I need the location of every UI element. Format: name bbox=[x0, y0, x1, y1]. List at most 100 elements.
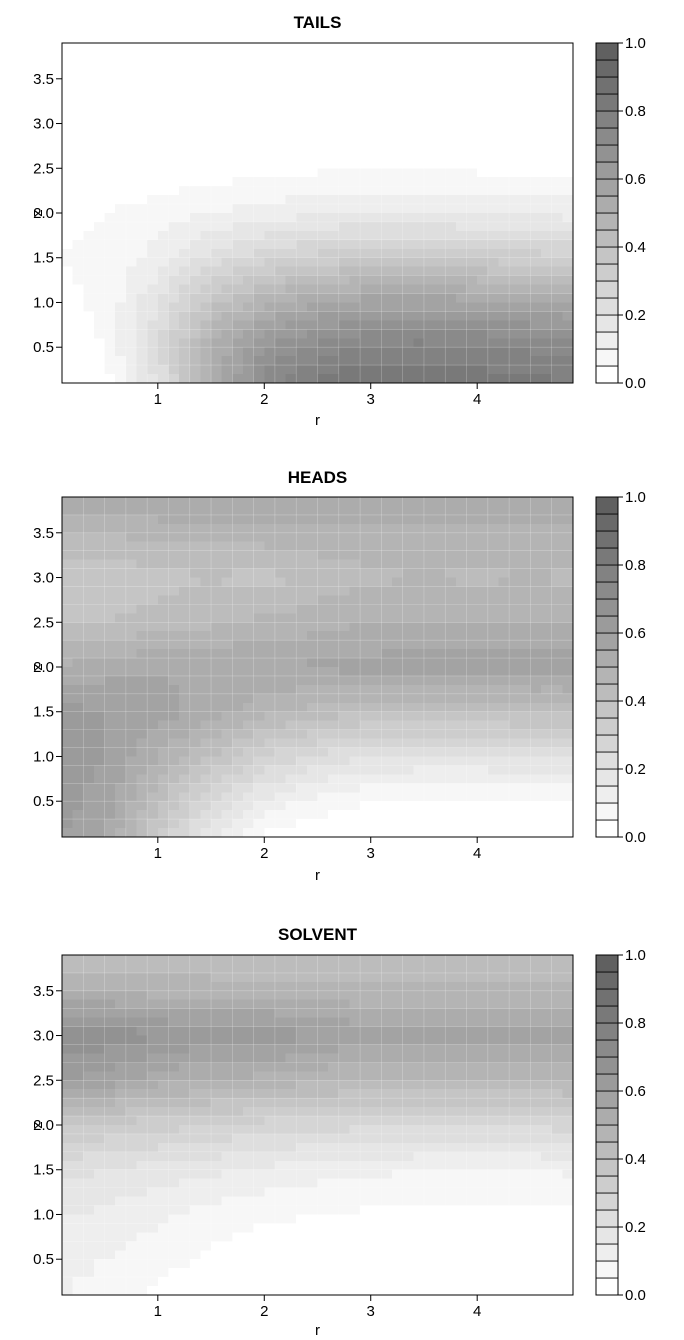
heatmap-cell bbox=[328, 622, 340, 632]
heatmap-cell bbox=[104, 1142, 116, 1153]
heatmap-cell bbox=[392, 497, 404, 507]
heatmap-cell bbox=[136, 990, 148, 1001]
heatmap-cell bbox=[487, 177, 500, 187]
heatmap-cell bbox=[221, 1133, 233, 1144]
heatmap-cell bbox=[477, 675, 489, 686]
heatmap-cell bbox=[115, 972, 127, 983]
heatmap-cell bbox=[296, 1169, 308, 1180]
heatmap-cell bbox=[104, 1008, 116, 1019]
heatmap-cell bbox=[136, 1053, 148, 1063]
heatmap-cell bbox=[487, 186, 500, 196]
heatmap-cell bbox=[360, 221, 372, 232]
heatmap-cell bbox=[423, 756, 436, 767]
heatmap-cell bbox=[338, 1098, 351, 1108]
heatmap-cell bbox=[296, 765, 308, 775]
heatmap-cell bbox=[445, 302, 457, 313]
heatmap-cell bbox=[200, 1169, 212, 1180]
heatmap-cell bbox=[455, 505, 468, 516]
heatmap-cell bbox=[306, 1232, 319, 1242]
heatmap-cell bbox=[125, 631, 138, 641]
heatmap-cell bbox=[200, 541, 212, 552]
heatmap-cell bbox=[83, 1223, 95, 1233]
heatmap-cell bbox=[189, 819, 201, 829]
heatmap-cell bbox=[349, 1008, 361, 1019]
heatmap-cell bbox=[168, 1268, 180, 1278]
heatmap-cell bbox=[338, 1214, 351, 1225]
heatmap-cell bbox=[242, 320, 255, 330]
heatmap-cell bbox=[147, 78, 159, 89]
heatmap-cell bbox=[381, 586, 393, 597]
heatmap-cell bbox=[498, 684, 510, 695]
heatmap-cell bbox=[285, 365, 297, 375]
heatmap-cell bbox=[455, 792, 468, 802]
heatmap-cell bbox=[360, 810, 372, 820]
heatmap-cell bbox=[317, 729, 329, 740]
heatmap-cell bbox=[157, 990, 170, 1001]
heatmap-cell bbox=[466, 347, 478, 357]
heatmap-cell bbox=[242, 631, 255, 641]
heatmap-cell bbox=[157, 60, 170, 71]
heatmap-cell bbox=[253, 213, 265, 223]
heatmap-cell bbox=[179, 1241, 191, 1251]
heatmap-cell bbox=[328, 1232, 340, 1242]
heatmap-cell bbox=[115, 96, 127, 107]
heatmap-cell bbox=[93, 320, 106, 330]
heatmap-cell bbox=[115, 1169, 127, 1180]
heatmap-cell bbox=[530, 248, 542, 259]
heatmap-cell bbox=[72, 51, 84, 62]
colorbar-level bbox=[595, 127, 619, 146]
heatmap-cell bbox=[157, 514, 170, 525]
heatmap-cell bbox=[115, 702, 127, 713]
heatmap-cell bbox=[360, 1277, 372, 1287]
heatmap-cell bbox=[157, 729, 170, 740]
heatmap-cell bbox=[189, 1250, 201, 1260]
heatmap-cell bbox=[147, 604, 159, 614]
heatmap-cell bbox=[328, 1187, 340, 1198]
heatmap-cell bbox=[115, 1250, 127, 1260]
heatmap-cell bbox=[296, 356, 308, 366]
heatmap-cell bbox=[168, 1017, 180, 1028]
heatmap-cell bbox=[211, 1160, 223, 1171]
heatmap-cell bbox=[274, 738, 287, 749]
heatmap-cell bbox=[221, 132, 233, 143]
heatmap-cell bbox=[317, 1250, 329, 1260]
heatmap-cell bbox=[125, 747, 138, 758]
heatmap-cell bbox=[285, 1160, 297, 1171]
heatmap-cell bbox=[242, 523, 255, 534]
heatmap-cell bbox=[62, 51, 74, 62]
heatmap-cell bbox=[168, 230, 180, 241]
heatmap-cell bbox=[147, 69, 159, 80]
heatmap-cell bbox=[125, 1133, 138, 1144]
heatmap-cell bbox=[285, 1232, 297, 1242]
heatmap-cell bbox=[519, 257, 532, 268]
heatmap-cell bbox=[328, 230, 340, 241]
heatmap-cell bbox=[541, 532, 553, 543]
heatmap-cell bbox=[381, 640, 393, 650]
x-tick-label: 1 bbox=[154, 391, 162, 408]
heatmap-cell bbox=[349, 87, 361, 98]
heatmap-cell bbox=[242, 1187, 255, 1198]
heatmap-cell bbox=[264, 96, 276, 107]
heatmap-cell bbox=[413, 613, 425, 623]
heatmap-cell bbox=[211, 640, 223, 650]
heatmap-cell bbox=[72, 1044, 84, 1055]
heatmap-cell bbox=[498, 631, 510, 641]
heatmap-cell bbox=[147, 990, 159, 1001]
heatmap-cell bbox=[349, 257, 361, 268]
heatmap-cell bbox=[115, 123, 127, 134]
heatmap-cell bbox=[211, 1062, 223, 1072]
heatmap-cell bbox=[189, 168, 201, 178]
heatmap-cell bbox=[125, 819, 138, 829]
heatmap-cell bbox=[306, 1044, 319, 1055]
heatmap-cell bbox=[189, 550, 201, 561]
heatmap-cell bbox=[285, 230, 297, 241]
heatmap-cell bbox=[83, 514, 95, 525]
heatmap-cell bbox=[413, 43, 425, 53]
heatmap-cell bbox=[509, 550, 521, 561]
heatmap-cell bbox=[381, 711, 393, 722]
heatmap-cell bbox=[509, 365, 521, 375]
heatmap-cell bbox=[189, 69, 201, 80]
heatmap-cell bbox=[530, 532, 542, 543]
chart-title: TAILS bbox=[294, 13, 342, 32]
heatmap-cell bbox=[370, 604, 382, 614]
